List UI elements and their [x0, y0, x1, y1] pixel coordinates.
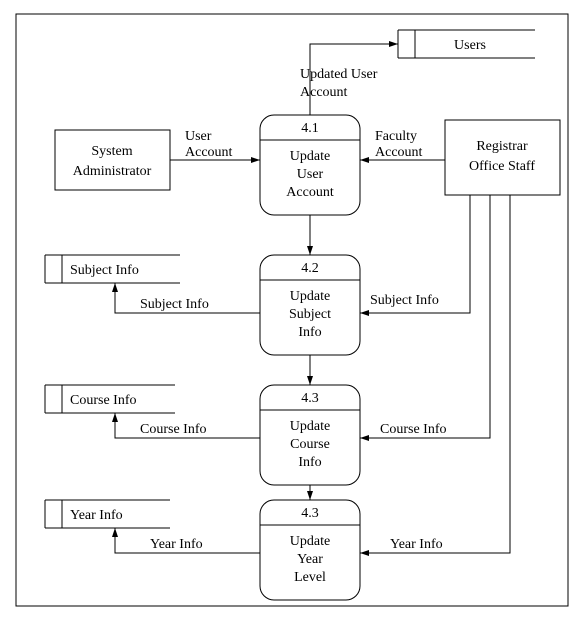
p1-l2: User	[297, 167, 324, 182]
lbl-updated-user-2: Account	[300, 85, 348, 100]
p2-num: 4.2	[301, 261, 319, 276]
entity-registrar: Registrar Office Staff	[445, 120, 560, 195]
p4-l2: Year	[297, 552, 323, 567]
entity-system-administrator: System Administrator	[55, 130, 170, 190]
process-update-user-account: 4.1 Update User Account	[260, 115, 360, 215]
lbl-user-acct-2: Account	[185, 145, 233, 160]
dfd-diagram: Users System Administrator Registrar Off…	[0, 0, 584, 619]
lbl-course-out: Course Info	[140, 422, 207, 437]
p1-l3: Account	[286, 185, 334, 200]
lbl-course-in: Course Info	[380, 422, 447, 437]
lbl-year-out: Year Info	[150, 537, 203, 552]
process-update-course-info: 4.3 Update Course Info	[260, 385, 360, 485]
registrar-l1: Registrar	[476, 139, 528, 154]
p3-l2: Course	[290, 437, 330, 452]
p3-l1: Update	[290, 419, 330, 434]
lbl-fac-acct-1: Faculty	[375, 129, 417, 144]
lbl-year-in: Year Info	[390, 537, 443, 552]
lbl-subj-out: Subject Info	[140, 297, 209, 312]
p4-l3: Level	[294, 570, 326, 585]
registrar-l2: Office Staff	[469, 159, 535, 174]
p1-l1: Update	[290, 149, 330, 164]
lbl-updated-user-1: Updated User	[300, 67, 378, 82]
p2-l1: Update	[290, 289, 330, 304]
lbl-user-acct-1: User	[185, 129, 212, 144]
ds-course-label: Course Info	[70, 393, 137, 408]
p4-num: 4.3	[301, 506, 319, 521]
ds-subject-label: Subject Info	[70, 263, 139, 278]
p2-l3: Info	[298, 325, 321, 340]
lbl-fac-acct-2: Account	[375, 145, 423, 160]
p2-l2: Subject	[289, 307, 331, 322]
ds-year-label: Year Info	[70, 508, 123, 523]
lbl-subj-in: Subject Info	[370, 293, 439, 308]
users-label: Users	[454, 38, 486, 53]
process-update-subject-info: 4.2 Update Subject Info	[260, 255, 360, 355]
sysadmin-l1: System	[91, 144, 132, 159]
sysadmin-l2: Administrator	[73, 164, 152, 179]
process-update-year-level: 4.3 Update Year Level	[260, 500, 360, 600]
p1-num: 4.1	[301, 121, 319, 136]
p4-l1: Update	[290, 534, 330, 549]
p3-l3: Info	[298, 455, 321, 470]
p3-num: 4.3	[301, 391, 319, 406]
